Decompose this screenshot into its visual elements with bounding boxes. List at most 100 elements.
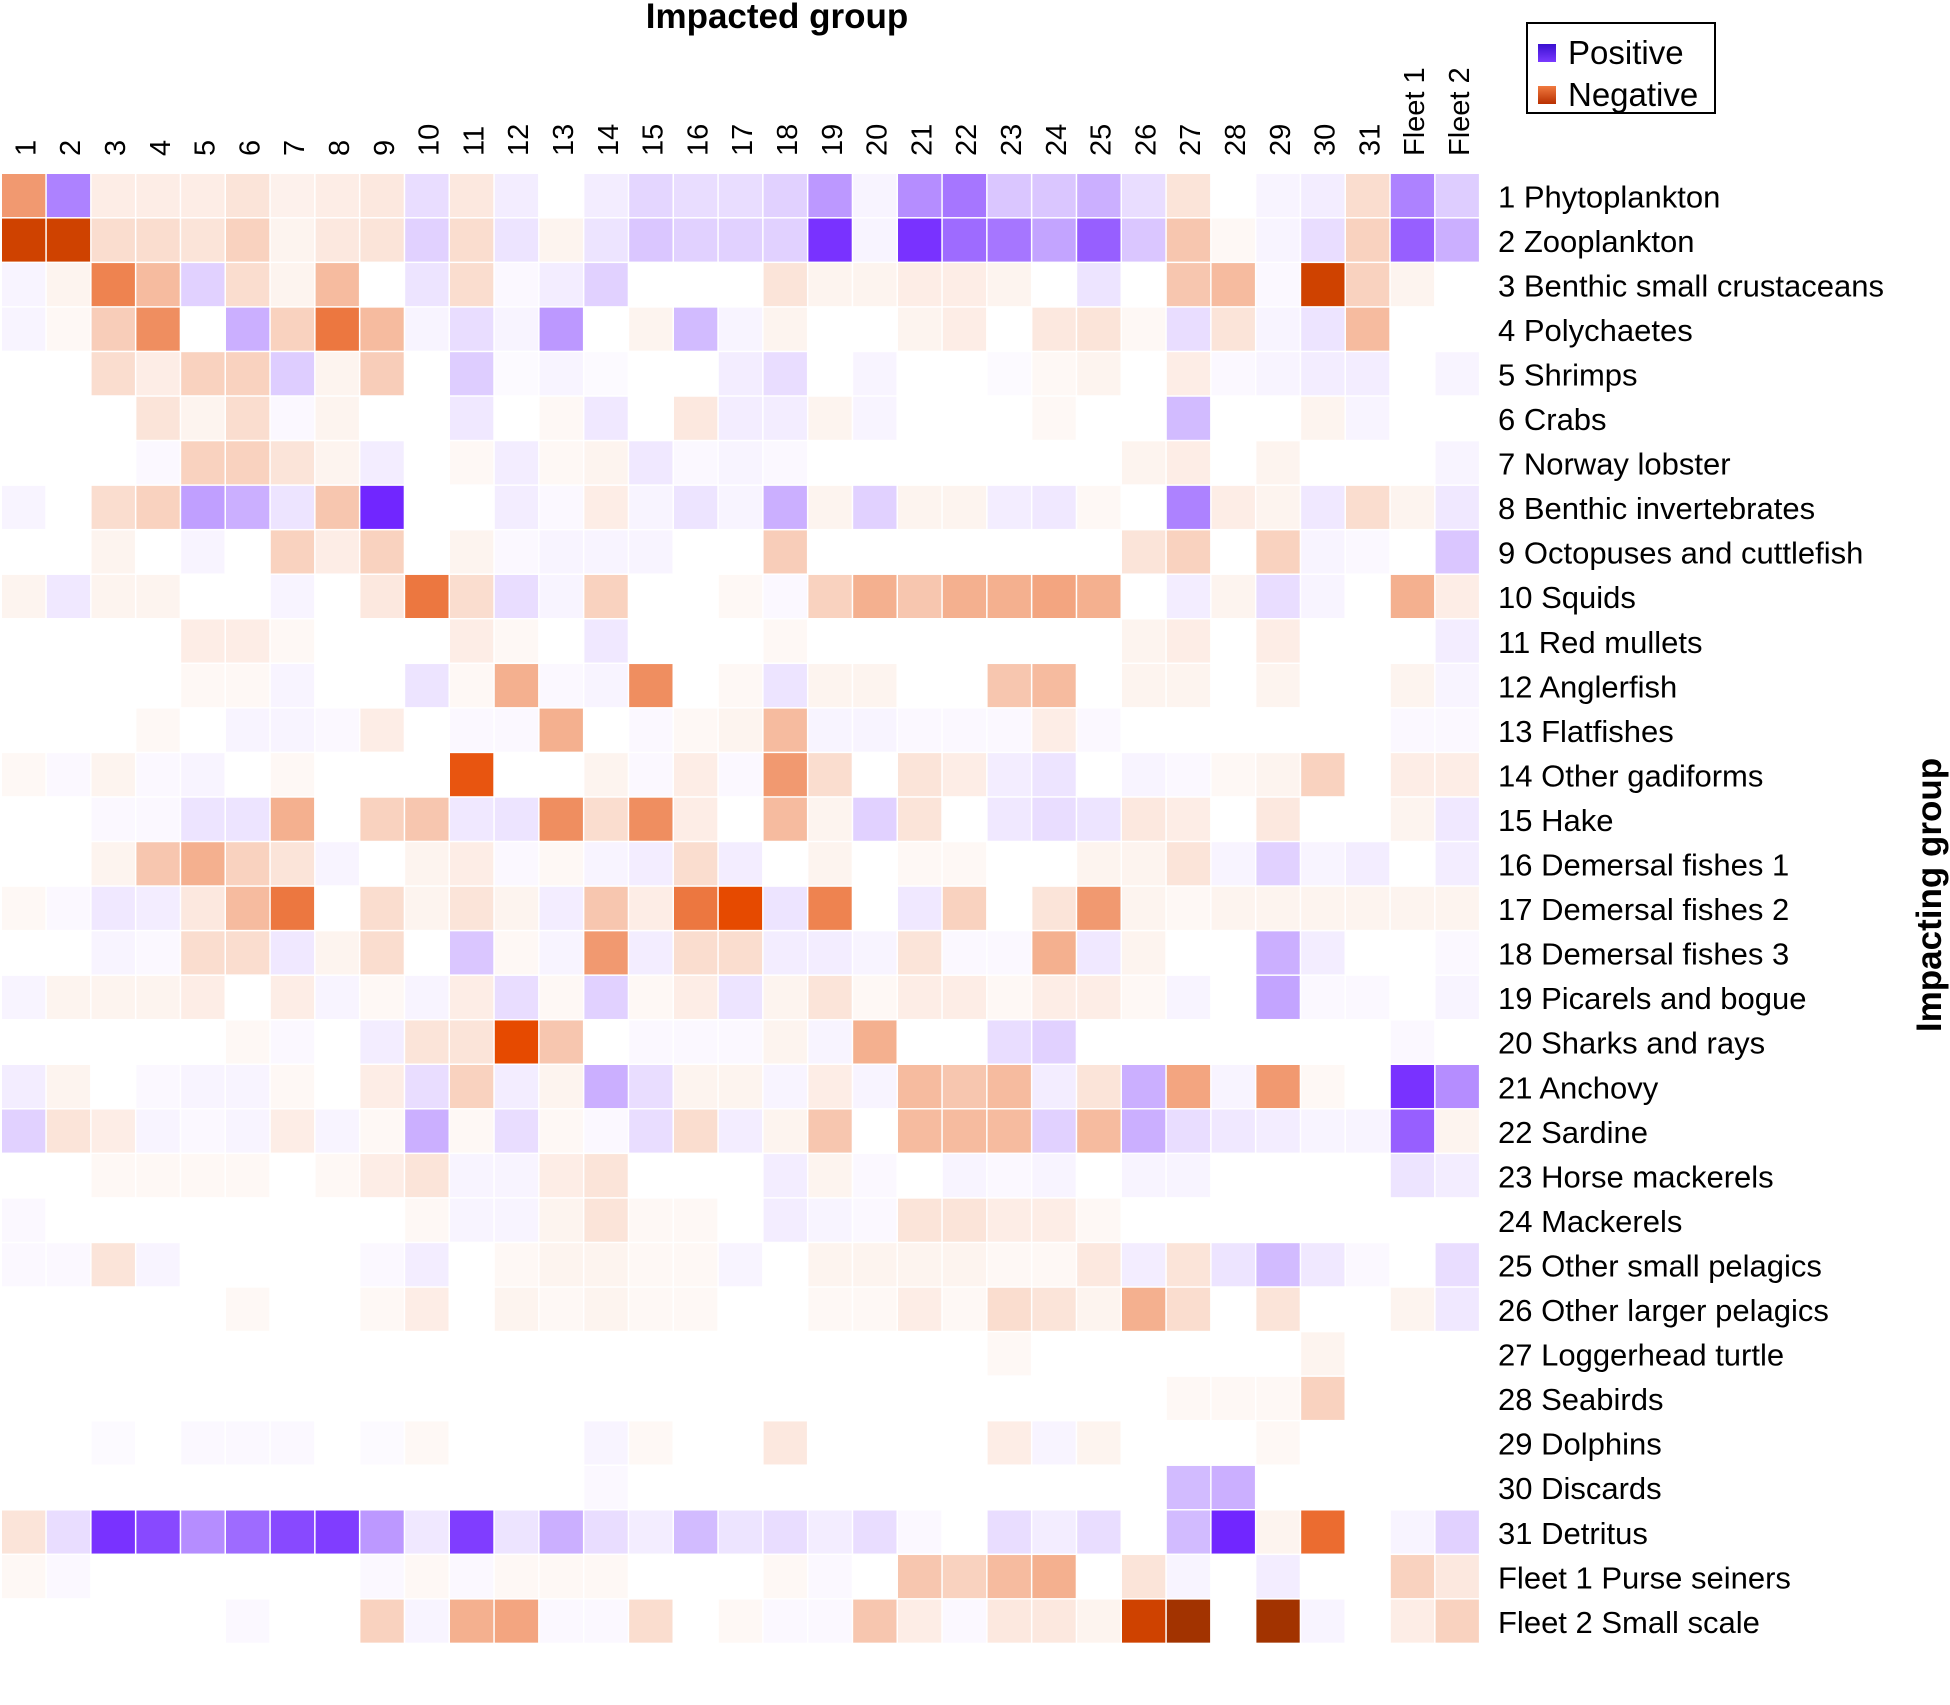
heatmap-cell — [450, 619, 494, 663]
heatmap-cell — [226, 886, 270, 930]
heatmap-cell — [46, 619, 91, 663]
heatmap-cell — [450, 1020, 494, 1064]
heatmap-cell — [91, 1154, 135, 1198]
heatmap-cell — [1032, 1065, 1076, 1109]
heatmap-cell — [808, 218, 852, 262]
heatmap-cell — [1032, 797, 1076, 841]
row-label: 30 Discards — [1498, 1471, 1662, 1506]
heatmap-cell — [226, 753, 270, 797]
heatmap-cell — [181, 708, 225, 752]
heatmap-cell — [270, 797, 315, 841]
heatmap-cell — [1166, 842, 1211, 886]
heatmap-cell — [226, 708, 270, 752]
heatmap-cell — [270, 396, 315, 440]
heatmap-cell — [808, 263, 852, 307]
heatmap-cell — [450, 1376, 494, 1420]
heatmap-cell — [181, 931, 225, 975]
heatmap-cell — [91, 664, 135, 708]
row-label: 4 Polychaetes — [1498, 313, 1693, 348]
heatmap-cell — [91, 619, 135, 663]
column-label: Fleet 1 — [1399, 67, 1431, 156]
heatmap-cell — [1346, 1198, 1390, 1242]
heatmap-cell — [898, 797, 942, 841]
heatmap-cell — [315, 1065, 359, 1109]
y-axis-title: Impacting group — [1910, 758, 1949, 1032]
heatmap-cell — [315, 352, 359, 396]
heatmap-cell — [226, 307, 270, 351]
heatmap-cell — [1435, 1020, 1479, 1064]
heatmap-cell — [674, 975, 718, 1019]
heatmap-cell — [405, 1376, 449, 1420]
heatmap-cell — [1122, 1287, 1166, 1331]
heatmap-cell — [1256, 1020, 1300, 1064]
heatmap-cell — [1122, 886, 1166, 930]
heatmap-cell — [91, 574, 135, 618]
heatmap-cell — [942, 263, 987, 307]
heatmap-cell — [1032, 263, 1076, 307]
heatmap-cell — [2, 1510, 46, 1554]
heatmap-cell — [853, 574, 897, 618]
heatmap-cell — [674, 574, 718, 618]
heatmap-cell — [853, 1555, 897, 1599]
heatmap-cell — [181, 1332, 225, 1376]
heatmap-cell — [315, 1287, 359, 1331]
column-label: 2 — [55, 140, 87, 156]
heatmap-cell — [405, 263, 449, 307]
heatmap-cell — [315, 1421, 359, 1465]
heatmap-cell — [1166, 396, 1211, 440]
heatmap-cell — [539, 664, 583, 708]
heatmap-cell — [1256, 1287, 1300, 1331]
heatmap-cell — [674, 441, 718, 485]
heatmap-cell — [629, 441, 673, 485]
heatmap-cell — [1346, 753, 1390, 797]
heatmap-cell — [808, 842, 852, 886]
heatmap-cell — [1166, 530, 1211, 574]
heatmap-cell — [181, 218, 225, 262]
heatmap-cell — [181, 1376, 225, 1420]
heatmap-cell — [1346, 1465, 1390, 1509]
heatmap-cell — [405, 975, 449, 1019]
heatmap-cell — [1122, 218, 1166, 262]
heatmap-cell — [942, 1465, 987, 1509]
heatmap-cell — [494, 1287, 539, 1331]
heatmap-cell — [1346, 975, 1390, 1019]
heatmap-cell — [315, 307, 359, 351]
heatmap-cell — [1390, 975, 1435, 1019]
heatmap-cell — [181, 664, 225, 708]
heatmap-cell — [1166, 753, 1211, 797]
heatmap-cell — [987, 1376, 1031, 1420]
heatmap-cell — [763, 1198, 807, 1242]
heatmap-cell — [1301, 753, 1345, 797]
heatmap-cell — [1301, 1421, 1345, 1465]
heatmap-cell — [494, 352, 539, 396]
row-label: 13 Flatfishes — [1498, 714, 1674, 749]
heatmap-cell — [718, 1065, 763, 1109]
heatmap-cell — [808, 1020, 852, 1064]
heatmap-cell — [674, 842, 718, 886]
heatmap-cell — [1077, 574, 1121, 618]
heatmap-cell — [853, 530, 897, 574]
heatmap-cell — [405, 1154, 449, 1198]
heatmap-cell — [494, 1599, 539, 1643]
heatmap-cell — [1211, 263, 1255, 307]
heatmap-cell — [450, 1287, 494, 1331]
heatmap-cell — [494, 619, 539, 663]
heatmap-cell — [360, 1376, 404, 1420]
heatmap-cell — [1166, 886, 1211, 930]
row-label: Fleet 2 Small scale — [1498, 1605, 1760, 1640]
heatmap-cell — [942, 307, 987, 351]
column-label: 15 — [638, 124, 670, 156]
heatmap-cell — [2, 1198, 46, 1242]
heatmap-cell — [2, 753, 46, 797]
heatmap-cell — [898, 441, 942, 485]
heatmap-cell — [136, 708, 180, 752]
heatmap-cell — [898, 1243, 942, 1287]
heatmap-cell — [1032, 886, 1076, 930]
heatmap-cell — [270, 1109, 315, 1153]
heatmap-cell — [360, 1510, 404, 1554]
heatmap-cell — [584, 842, 628, 886]
heatmap-cell — [226, 396, 270, 440]
heatmap-cell — [1032, 174, 1076, 218]
heatmap-cell — [1301, 1555, 1345, 1599]
heatmap-cell — [46, 396, 91, 440]
